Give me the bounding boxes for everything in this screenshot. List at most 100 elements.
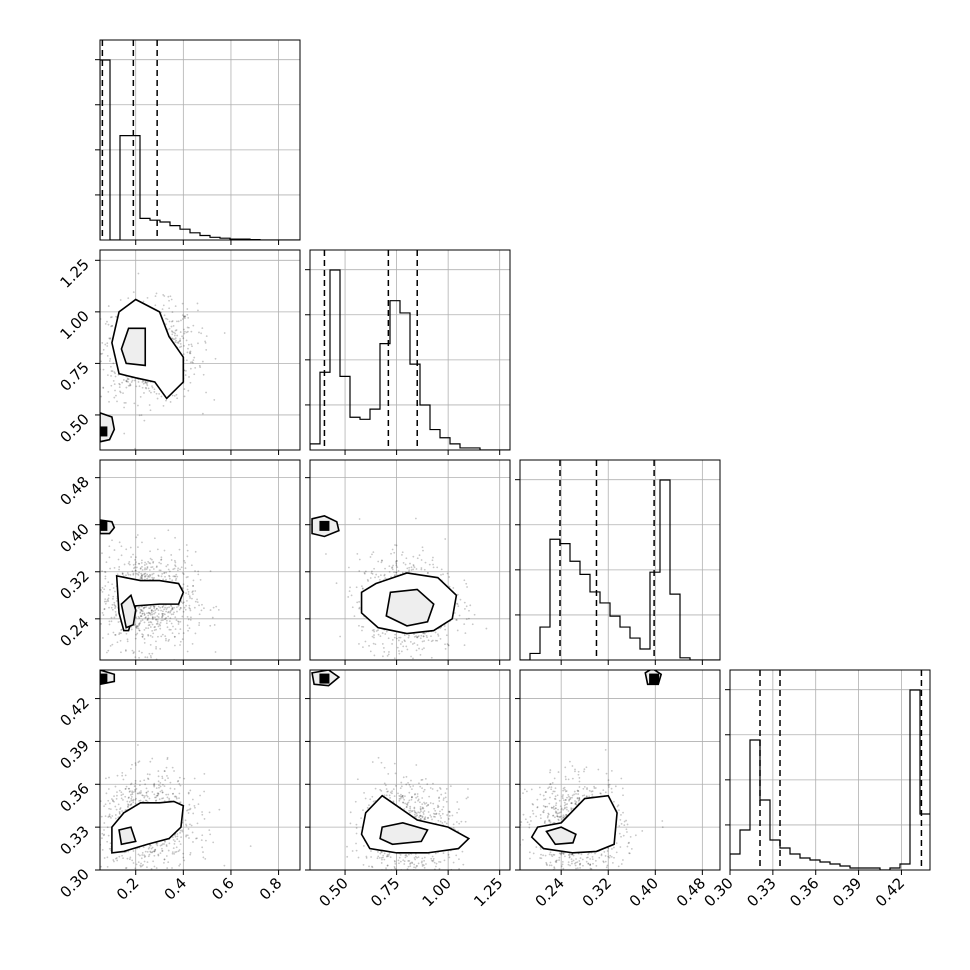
- sample-point: [115, 315, 117, 318]
- sample-point: [189, 381, 192, 384]
- sample-point: [538, 786, 541, 789]
- sample-point: [175, 850, 178, 853]
- sample-point: [155, 646, 157, 648]
- sample-point: [149, 605, 152, 608]
- sample-point: [419, 814, 421, 817]
- sample-point: [370, 865, 373, 868]
- sample-point: [423, 818, 426, 821]
- sample-point: [363, 572, 366, 575]
- sample-point: [139, 622, 141, 624]
- sample-point: [159, 621, 162, 624]
- sample-point: [167, 611, 169, 614]
- sample-point: [176, 569, 179, 572]
- sample-point: [142, 846, 145, 848]
- sample-point: [155, 392, 158, 395]
- sample-point: [151, 618, 154, 621]
- sample-point: [90, 600, 92, 602]
- sample-point: [184, 608, 187, 611]
- sample-point: [387, 637, 390, 640]
- sample-point: [161, 789, 163, 792]
- sample-point: [420, 861, 423, 864]
- sample-point: [182, 353, 185, 356]
- sample-point: [175, 846, 178, 849]
- sample-point: [600, 853, 603, 856]
- sample-point: [349, 586, 351, 589]
- sample-point: [179, 339, 182, 342]
- scatter-2-1: [311, 515, 488, 667]
- sample-point: [147, 618, 149, 621]
- sample-point: [447, 818, 450, 820]
- sample-point: [358, 606, 361, 609]
- sample-point: [619, 886, 621, 888]
- sample-point: [157, 616, 160, 619]
- sample-point: [602, 861, 605, 864]
- sample-point: [149, 574, 152, 577]
- sample-point: [173, 874, 175, 876]
- sample-point: [93, 785, 95, 787]
- sample-point: [366, 806, 369, 809]
- sample-point: [608, 856, 611, 859]
- sample-point: [395, 544, 398, 547]
- tick-label-x: 0.2: [113, 874, 143, 904]
- sample-point: [183, 345, 185, 347]
- sample-point: [433, 807, 436, 810]
- sample-point: [178, 864, 181, 867]
- peak-marker: [100, 520, 108, 531]
- sample-point: [163, 770, 166, 772]
- tick-label-x: 0.75: [367, 874, 403, 910]
- panel-0-0: [95, 39, 301, 245]
- sample-point: [411, 810, 414, 812]
- sample-point: [186, 308, 189, 310]
- sample-point: [125, 386, 128, 389]
- sample-point: [205, 335, 208, 337]
- sample-point: [97, 850, 99, 852]
- sample-point: [413, 813, 416, 816]
- sample-point: [96, 341, 98, 343]
- sample-point: [114, 372, 116, 375]
- sample-point: [125, 380, 128, 383]
- sample-point: [123, 401, 126, 404]
- sample-point: [393, 795, 396, 798]
- sample-point: [140, 414, 143, 417]
- sample-point: [188, 627, 191, 630]
- sample-point: [421, 815, 424, 818]
- sample-point: [153, 605, 155, 608]
- sample-point: [188, 604, 191, 607]
- sample-point: [191, 361, 194, 363]
- sample-point: [108, 623, 111, 626]
- sample-point: [393, 860, 396, 862]
- sample-point: [154, 611, 157, 614]
- sample-point: [137, 607, 140, 609]
- sample-point: [141, 854, 144, 856]
- sample-point: [109, 808, 112, 811]
- sample-point: [465, 605, 468, 608]
- sample-point: [135, 616, 138, 619]
- sample-point: [165, 323, 167, 326]
- sample-point: [104, 803, 107, 806]
- sample-point: [189, 851, 192, 854]
- sample-point: [134, 762, 137, 765]
- sample-point: [370, 856, 372, 858]
- sample-point: [188, 837, 190, 839]
- sample-point: [171, 766, 174, 769]
- sample-point: [139, 792, 141, 795]
- sample-point: [398, 799, 401, 802]
- sample-point: [163, 843, 166, 845]
- sample-point: [138, 414, 141, 417]
- sample-point: [208, 829, 211, 832]
- sample-point: [426, 636, 428, 639]
- sample-point: [152, 560, 155, 563]
- sample-point: [115, 857, 117, 860]
- sample-point: [147, 611, 150, 614]
- sample-point: [165, 844, 168, 846]
- sample-point: [118, 566, 121, 568]
- sample-point: [461, 665, 463, 667]
- sample-point: [582, 872, 584, 874]
- sample-point: [192, 361, 194, 364]
- sample-point: [549, 783, 551, 786]
- sample-point: [456, 801, 459, 803]
- sample-point: [130, 803, 132, 806]
- sample-point: [175, 796, 178, 799]
- sample-point: [93, 611, 95, 613]
- sample-point: [127, 297, 130, 300]
